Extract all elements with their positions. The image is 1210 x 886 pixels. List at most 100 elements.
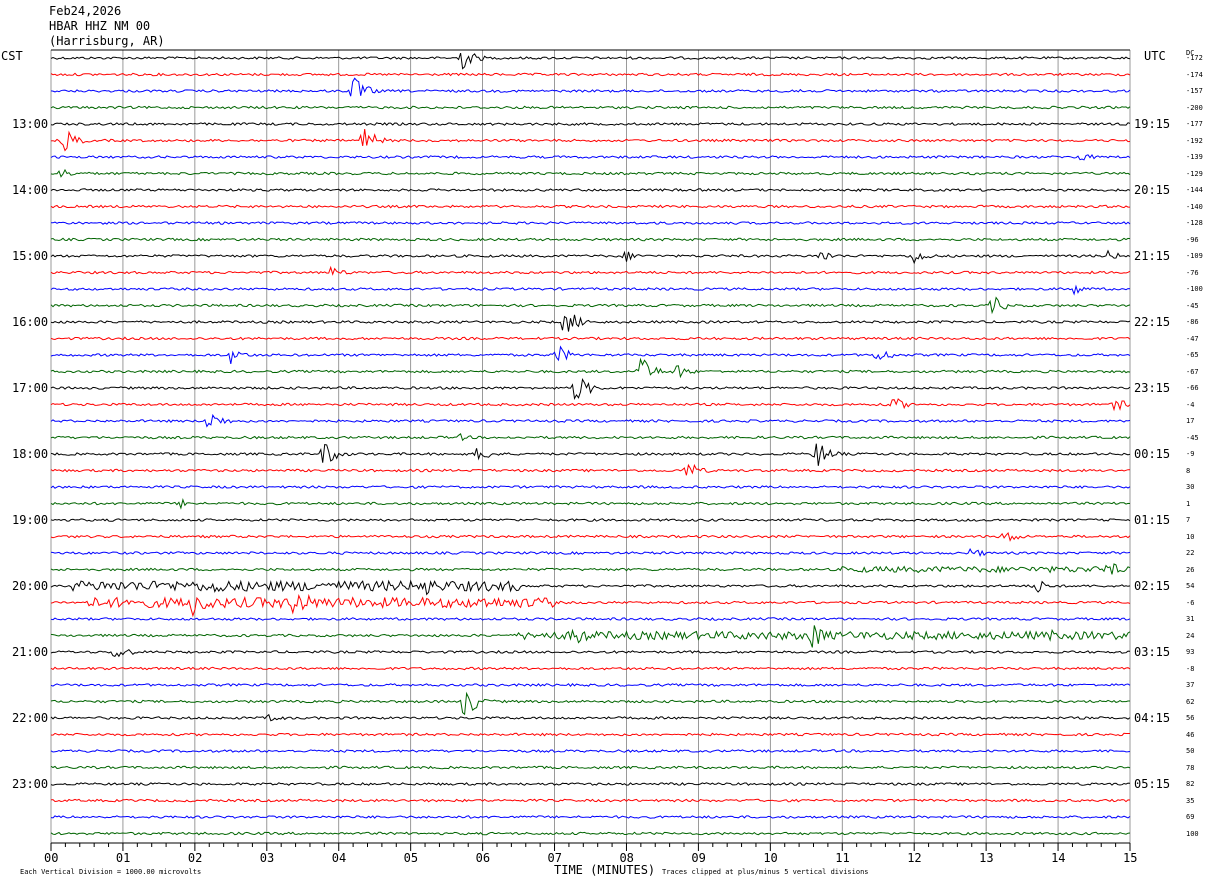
dc-offset-value: -6	[1186, 598, 1195, 607]
trace-line-26	[50, 485, 1131, 489]
x-tick-label: 08	[619, 851, 634, 865]
dc-offset-value: 31	[1186, 615, 1195, 623]
dc-offset-value: -9	[1186, 450, 1195, 458]
trace-line-12	[50, 249, 1131, 265]
scale-note: Each Vertical Division = 1000.00 microvo…	[20, 868, 202, 876]
dc-offset-value: 22	[1186, 549, 1195, 557]
dc-offset-value: -129	[1186, 169, 1203, 178]
trace-line-39	[50, 691, 1130, 716]
dc-offset-value: -45	[1186, 433, 1199, 442]
left-hour-label: 23:00	[12, 777, 49, 791]
trace-line-21	[50, 398, 1131, 412]
trace-line-27	[50, 497, 1131, 510]
left-hour-label: 13:00	[12, 117, 49, 131]
trace-line-43	[50, 765, 1131, 770]
right-hour-label: 00:15	[1134, 447, 1171, 461]
x-tick-label: 02	[187, 851, 203, 865]
trace-line-3	[50, 105, 1131, 110]
dc-offset-value: 1	[1186, 499, 1191, 508]
right-hour-label: 19:15	[1134, 117, 1171, 131]
trace-line-18	[50, 345, 1131, 364]
trace-line-4	[50, 122, 1131, 126]
minute-grid	[50, 50, 1131, 843]
x-tick-label: 01	[115, 851, 131, 865]
dc-offset-value: -109	[1186, 252, 1203, 260]
left-hour-label: 21:00	[12, 645, 49, 659]
dc-offset-value: 46	[1186, 730, 1195, 739]
trace-line-0	[50, 52, 1131, 70]
dc-offset-value: -144	[1186, 186, 1203, 194]
dc-offset-value: -172	[1186, 54, 1203, 62]
trace-line-36	[50, 649, 1131, 658]
dc-offset-value: -100	[1186, 285, 1203, 293]
left-hour-label: 17:00	[12, 381, 49, 395]
left-hour-label: 22:00	[12, 711, 49, 725]
trace-line-28	[50, 518, 1131, 522]
dc-offset-value: -86	[1186, 318, 1199, 326]
right-timezone-label: UTC	[1144, 49, 1166, 63]
left-timezone-label: CST	[1, 49, 23, 63]
dc-offset-value: 78	[1186, 763, 1195, 772]
dc-offset-value: -66	[1186, 384, 1199, 392]
trace-line-45	[50, 798, 1131, 803]
trace-line-10	[50, 221, 1131, 225]
trace-line-5	[50, 129, 1131, 152]
dc-offset-value: -67	[1186, 367, 1199, 376]
dc-offset-value: -65	[1186, 351, 1199, 359]
dc-offset-value: 62	[1186, 697, 1195, 706]
left-hour-label: 20:00	[12, 579, 49, 593]
trace-line-2	[50, 77, 1131, 97]
right-hour-label: 04:15	[1134, 711, 1171, 725]
trace-line-7	[50, 168, 1131, 178]
dc-offset-value: -174	[1186, 70, 1203, 79]
header-date: Feb24,2026	[49, 4, 122, 18]
dc-offset-value: -8	[1186, 664, 1195, 673]
dc-offset-value: 54	[1186, 582, 1195, 590]
trace-line-22	[50, 413, 1131, 428]
dc-offset-value: -47	[1186, 334, 1199, 343]
dc-offset-value: 24	[1186, 631, 1195, 640]
trace-line-47	[50, 831, 1131, 836]
trace-line-40	[50, 713, 1131, 722]
trace-line-6	[50, 153, 1131, 161]
dc-offset-value: 50	[1186, 747, 1195, 755]
right-hour-label: 21:15	[1134, 249, 1171, 263]
trace-line-24	[50, 443, 1131, 466]
x-axis-ticks	[50, 843, 1131, 851]
trace-line-14	[50, 284, 1131, 296]
dc-offset-value: -200	[1186, 103, 1203, 112]
dc-offset-value: 82	[1186, 780, 1195, 788]
x-tick-label: 15	[1123, 851, 1138, 865]
dc-offset-header: DC	[1186, 49, 1195, 57]
right-hour-label: 01:15	[1134, 513, 1171, 527]
trace-line-31	[50, 563, 1131, 575]
trace-line-44	[50, 782, 1131, 786]
trace-line-20	[50, 377, 1131, 401]
header-station: HBAR HHZ NM 00	[49, 19, 151, 33]
dc-offset-value: 8	[1186, 466, 1191, 475]
dc-offset-value: -192	[1186, 136, 1203, 145]
x-axis-title: TIME (MINUTES)	[554, 863, 656, 877]
trace-line-32	[50, 579, 1131, 596]
right-hour-label: 02:15	[1134, 579, 1171, 593]
dc-offset-value: 30	[1186, 483, 1195, 491]
dc-offset-value: 69	[1186, 813, 1195, 821]
x-tick-label: 12	[907, 851, 922, 865]
dc-offset-value: -128	[1186, 219, 1203, 227]
dc-offset-value: -139	[1186, 153, 1203, 161]
trace-line-13	[50, 265, 1131, 276]
trace-line-30	[50, 548, 1131, 558]
trace-line-46	[50, 815, 1131, 819]
x-tick-label: 03	[259, 851, 275, 865]
dc-offset-value: 35	[1186, 796, 1195, 805]
x-tick-label: 09	[691, 851, 706, 865]
dc-offset-value: -76	[1186, 268, 1199, 277]
left-hour-label: 19:00	[12, 513, 49, 527]
dc-offset-value: -45	[1186, 301, 1199, 310]
right-hour-label: 22:15	[1134, 315, 1171, 329]
trace-line-42	[50, 749, 1131, 753]
trace-line-37	[50, 666, 1131, 671]
dc-offset-value: 100	[1186, 829, 1199, 838]
dc-offset-value: 93	[1186, 648, 1195, 656]
